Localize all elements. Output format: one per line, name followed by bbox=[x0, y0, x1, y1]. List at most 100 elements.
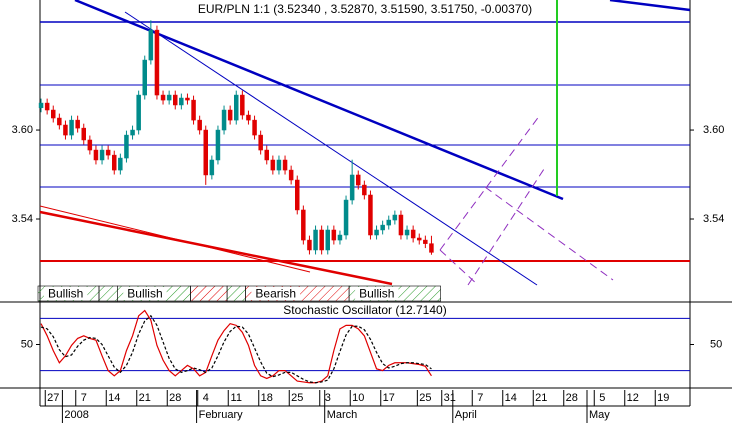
x-tick-label: 4 bbox=[203, 392, 209, 404]
candle-body bbox=[179, 97, 184, 106]
candle-body bbox=[386, 219, 391, 226]
candle-body bbox=[276, 159, 282, 171]
channel-line bbox=[439, 249, 479, 286]
candle-body bbox=[374, 229, 379, 236]
candle-body bbox=[368, 194, 373, 236]
chart-title: EUR/PLN 1:1 (3.52340 , 3.52870, 3.51590,… bbox=[198, 2, 532, 16]
trend-line bbox=[39, 205, 311, 273]
y-tick-label: 3.60 bbox=[703, 124, 724, 136]
candle-body bbox=[362, 184, 367, 196]
month-label: March bbox=[327, 409, 358, 421]
x-tick-label: 19 bbox=[657, 392, 669, 404]
candle-body bbox=[191, 99, 196, 121]
y-tick-label: 3.54 bbox=[703, 213, 724, 225]
candle-body bbox=[112, 154, 117, 171]
candle-body bbox=[166, 94, 172, 101]
x-tick-label: 3 bbox=[325, 392, 331, 404]
x-tick-label: 12 bbox=[627, 392, 639, 404]
pattern-label-bg bbox=[355, 287, 399, 300]
candles bbox=[38, 20, 434, 255]
indicator-line bbox=[40, 309, 432, 384]
candle-body bbox=[185, 97, 190, 101]
candle-body bbox=[295, 179, 300, 211]
x-tick-label: 25 bbox=[291, 392, 303, 404]
channel bbox=[439, 114, 614, 286]
candle-body bbox=[288, 169, 294, 181]
candle-body bbox=[81, 127, 86, 141]
x-tick-label: 18 bbox=[261, 392, 273, 404]
pattern-segment bbox=[226, 285, 246, 302]
pattern-label-bg bbox=[123, 287, 167, 300]
candle-body bbox=[410, 229, 416, 239]
x-tick-label: 28 bbox=[566, 392, 578, 404]
candle-body bbox=[423, 239, 428, 244]
candle-body bbox=[258, 134, 263, 151]
x-tick-label: 17 bbox=[383, 392, 395, 404]
candle-body bbox=[270, 159, 276, 171]
candle-body bbox=[282, 159, 288, 171]
candle-body bbox=[301, 209, 306, 241]
candle-body bbox=[215, 129, 221, 161]
y-tick-label: 3.54 bbox=[12, 213, 33, 225]
candle-body bbox=[325, 229, 330, 251]
candle-body bbox=[307, 239, 312, 251]
candle-body bbox=[148, 29, 154, 61]
candle-body bbox=[343, 199, 349, 236]
y-tick-label: 3.60 bbox=[12, 124, 33, 136]
candle-body bbox=[356, 174, 361, 186]
pattern-label-bg bbox=[251, 287, 301, 300]
pattern-segment bbox=[98, 285, 118, 302]
candle-body bbox=[392, 214, 398, 221]
candle-body bbox=[380, 224, 385, 231]
candle-body bbox=[136, 94, 141, 131]
x-tick-label: 31 bbox=[444, 392, 456, 404]
candle-body bbox=[349, 174, 355, 201]
channel-line bbox=[439, 114, 541, 251]
month-label: May bbox=[589, 409, 610, 421]
pattern-segment bbox=[190, 285, 228, 302]
candle-body bbox=[252, 119, 257, 136]
pattern-label: Bullish bbox=[359, 287, 394, 301]
pattern-label: Bullish bbox=[48, 287, 83, 301]
x-tick-label: 11 bbox=[231, 392, 242, 404]
candle-body bbox=[221, 109, 227, 131]
y-tick-label: 50 bbox=[21, 338, 33, 350]
candle-body bbox=[404, 229, 410, 236]
trend-line bbox=[609, 0, 691, 12]
trend-line bbox=[39, 210, 393, 286]
month-label: April bbox=[455, 409, 477, 421]
candle-body bbox=[38, 102, 44, 109]
x-tick-label: 5 bbox=[599, 392, 605, 404]
x-tick-label: 14 bbox=[505, 392, 517, 404]
candle-body bbox=[142, 59, 147, 96]
candle-body bbox=[227, 109, 233, 121]
candle-body bbox=[51, 109, 56, 119]
x-tick-label: 21 bbox=[535, 392, 547, 404]
candle-body bbox=[209, 159, 215, 176]
candle-body bbox=[398, 214, 404, 236]
channel-line bbox=[484, 186, 614, 281]
candle-body bbox=[234, 94, 239, 121]
month-label: February bbox=[199, 409, 244, 421]
x-tick-label: 21 bbox=[139, 392, 151, 404]
candle-body bbox=[154, 29, 160, 96]
candle-body bbox=[57, 117, 62, 126]
pattern-label: Bearish bbox=[255, 287, 296, 301]
candle-body bbox=[331, 229, 337, 241]
candle-body bbox=[105, 149, 111, 156]
x-tick-label: 7 bbox=[477, 392, 483, 404]
candle-body bbox=[130, 129, 135, 136]
candle-body bbox=[429, 243, 434, 253]
month-label: 2008 bbox=[64, 409, 88, 421]
pattern-label: Bullish bbox=[127, 287, 162, 301]
candle-body bbox=[197, 119, 202, 131]
x-tick-label: 25 bbox=[419, 392, 431, 404]
y-tick-label: 50 bbox=[710, 338, 722, 350]
candle-body bbox=[99, 149, 105, 161]
x-tick-label: 7 bbox=[81, 392, 87, 404]
candle-body bbox=[93, 149, 99, 161]
candle-body bbox=[173, 94, 178, 106]
candle-body bbox=[87, 139, 93, 151]
